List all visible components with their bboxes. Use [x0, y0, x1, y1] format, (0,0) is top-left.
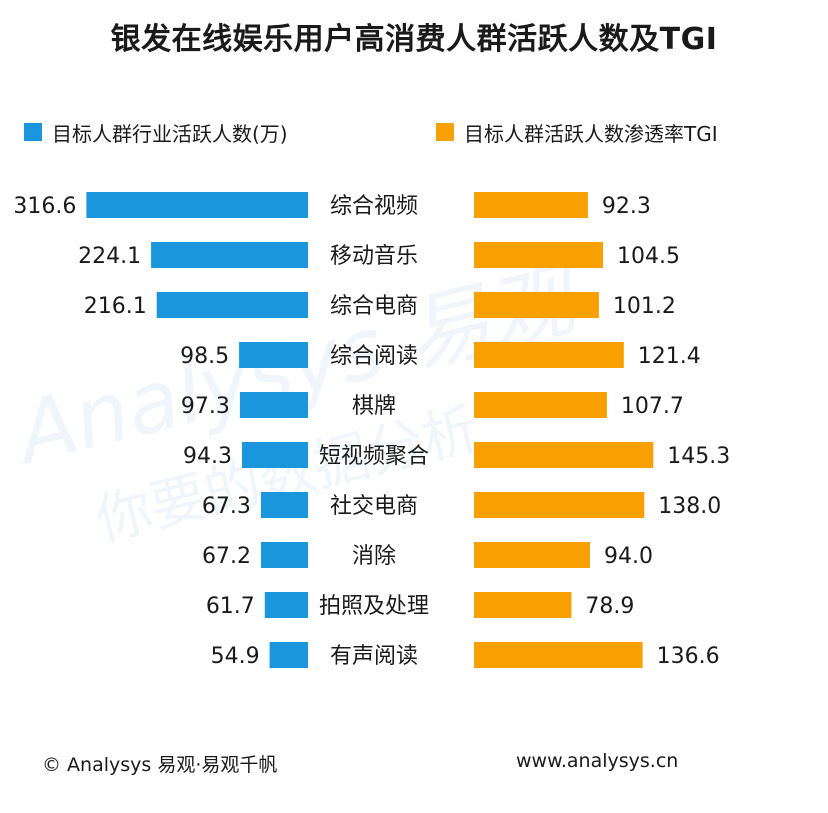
legend-item-active-users: 目标人群行业活跃人数(万) [24, 118, 288, 146]
legend-item-tgi: 目标人群活跃人数渗透率TGI [436, 118, 718, 146]
category-label-1: 移动音乐 [330, 244, 418, 269]
legend-swatch-blue [24, 123, 42, 141]
value-label-tgi-9: 136.6 [657, 644, 720, 669]
bar-tgi-6 [474, 492, 645, 518]
category-label-6: 社交电商 [330, 494, 418, 519]
value-label-active-users-2: 216.1 [84, 294, 147, 319]
bar-tgi-8 [474, 592, 572, 618]
value-label-active-users-1: 224.1 [78, 244, 141, 269]
value-label-active-users-6: 67.3 [202, 494, 251, 519]
value-label-tgi-7: 94.0 [604, 544, 653, 569]
category-label-5: 短视频聚合 [319, 444, 429, 469]
bar-tgi-2 [474, 292, 599, 318]
bar-active-users-5 [242, 442, 308, 468]
legend-label-active-users: 目标人群行业活跃人数(万) [52, 121, 288, 146]
category-label-9: 有声阅读 [330, 644, 418, 669]
bar-active-users-8 [264, 592, 308, 618]
category-label-8: 拍照及处理 [319, 594, 429, 619]
value-label-tgi-4: 107.7 [621, 394, 684, 419]
legend-swatch-orange [436, 123, 454, 141]
category-label-4: 棋牌 [352, 394, 396, 419]
value-label-active-users-8: 61.7 [206, 594, 255, 619]
value-label-active-users-3: 98.5 [180, 344, 229, 369]
value-label-active-users-9: 54.9 [211, 644, 260, 669]
value-label-tgi-0: 92.3 [602, 194, 651, 219]
category-label-2: 综合电商 [330, 294, 418, 319]
value-label-tgi-5: 145.3 [667, 444, 730, 469]
chart-title: 银发在线娱乐用户高消费人群活跃人数及TGI [110, 22, 718, 57]
bar-active-users-3 [239, 342, 308, 368]
value-label-tgi-8: 78.9 [585, 594, 634, 619]
bar-active-users-2 [156, 292, 308, 318]
bar-active-users-6 [260, 492, 308, 518]
value-label-active-users-7: 67.2 [202, 544, 251, 569]
bar-active-users-0 [86, 192, 309, 218]
footer-copyright: © Analysys 易观·易观千帆 [42, 754, 278, 776]
legend-label-tgi: 目标人群活跃人数渗透率TGI [464, 121, 718, 146]
bar-active-users-7 [261, 542, 308, 568]
value-label-tgi-2: 101.2 [613, 294, 676, 319]
bar-tgi-4 [474, 392, 607, 418]
category-label-0: 综合视频 [330, 194, 418, 219]
bar-tgi-5 [474, 442, 654, 468]
bar-tgi-9 [474, 642, 643, 668]
bar-active-users-4 [239, 392, 308, 418]
bar-tgi-1 [474, 242, 603, 268]
bar-tgi-3 [474, 342, 624, 368]
bar-active-users-1 [151, 242, 308, 268]
value-label-active-users-0: 316.6 [13, 194, 76, 219]
footer-website: www.analysys.cn [516, 750, 679, 772]
category-label-7: 消除 [352, 544, 396, 569]
category-label-3: 综合阅读 [330, 344, 418, 369]
value-label-tgi-6: 138.0 [658, 494, 721, 519]
bar-tgi-7 [474, 542, 590, 568]
value-label-tgi-1: 104.5 [617, 244, 680, 269]
value-label-active-users-4: 97.3 [181, 394, 230, 419]
bar-tgi-0 [474, 192, 588, 218]
bar-active-users-9 [269, 642, 308, 668]
value-label-tgi-3: 121.4 [638, 344, 701, 369]
value-label-active-users-5: 94.3 [183, 444, 232, 469]
